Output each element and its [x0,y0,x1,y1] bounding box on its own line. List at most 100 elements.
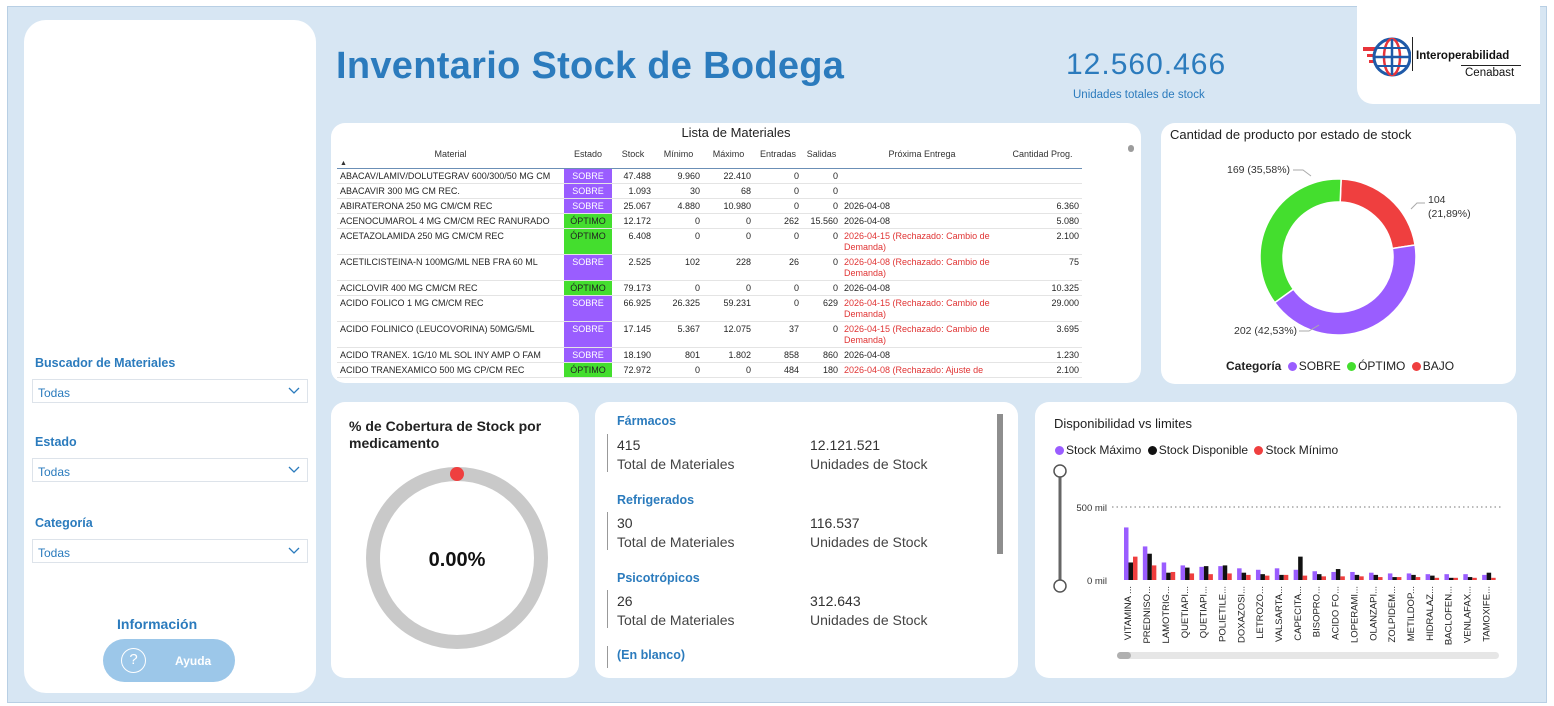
column-header[interactable]: Entradas [754,141,802,169]
table-row[interactable]: ABACAV/LAMIV/DOLUTEGRAV 600/300/50 MG CM… [337,168,1082,184]
kpi-scrollbar[interactable] [997,414,1003,554]
bar-stock-disponible[interactable] [1317,574,1322,580]
table-row[interactable]: ABACAVIR 300 MG CM REC. SOBRE 1.093 30 68 0 0 [337,183,1082,199]
bar-stock-mínimo[interactable] [1434,577,1440,580]
bar-stock-máximo[interactable] [1274,568,1280,580]
bar-stock-disponible[interactable] [1260,574,1265,580]
bar-stock-máximo[interactable] [1293,569,1299,580]
chart-scrollbar-track[interactable] [1117,652,1499,659]
chart-scrollbar-thumb[interactable] [1117,652,1131,659]
bar-stock-mínimo[interactable] [1396,577,1402,580]
bar-stock-mínimo[interactable] [1415,577,1421,580]
bar-stock-mínimo[interactable] [1133,556,1138,580]
bar-stock-mínimo[interactable] [1378,577,1383,580]
legend-item[interactable]: ÓPTIMO [1358,359,1406,373]
bar-stock-máximo[interactable] [1444,574,1449,580]
bar-stock-disponible[interactable] [1467,577,1473,580]
column-header[interactable]: Próxima Entrega [841,141,1003,169]
bar-stock-disponible[interactable] [1147,553,1152,580]
filter-dropdown-materiales[interactable]: Todas [32,379,308,403]
column-header[interactable]: Stock [612,141,654,169]
table-row[interactable]: ACICLOVIR 400 MG CM/CM REC ÓPTIMO 79.173 0 0… [337,280,1082,296]
bar-stock-mínimo[interactable] [1151,565,1157,580]
table-row[interactable]: ACETILCISTEINA-N 100MG/ML NEB FRA 60 ML S… [337,254,1082,281]
column-header[interactable]: Cantidad Prog. [1003,141,1082,169]
bar-stock-mínimo[interactable] [1189,573,1195,580]
bar-stock-máximo[interactable] [1218,566,1223,580]
bar-stock-disponible[interactable] [1392,577,1397,580]
bar-stock-máximo[interactable] [1425,574,1431,580]
slider-handle-icon[interactable] [1053,579,1067,593]
bar-stock-máximo[interactable] [1199,566,1204,580]
legend-item[interactable]: BAJO [1422,359,1455,373]
bar-stock-máximo[interactable] [1350,571,1355,580]
table-row[interactable]: ACIDO TRANEXAMICO 500 MG CP/CM REC ÓPTIMO… [337,362,1082,378]
table-row[interactable]: ACETAZOLAMIDA 250 MG CM/CM REC ÓPTIMO 6.40… [337,228,1082,255]
bar-stock-disponible[interactable] [1241,572,1247,580]
bar-stock-disponible[interactable] [1335,569,1341,580]
column-header[interactable]: Máximo [703,141,754,169]
bar-stock-máximo[interactable] [1463,574,1468,580]
bar-stock-máximo[interactable] [1255,569,1261,580]
bar-stock-mínimo[interactable] [1283,574,1289,580]
table-row[interactable]: ACIDO FOLICO 1 MG CM/CM REC SOBRE 66.925 26… [337,295,1082,322]
column-header[interactable]: ▲ Material [337,141,564,169]
bar-stock-mínimo[interactable] [1208,574,1213,580]
bar-stock-disponible[interactable] [1354,574,1360,580]
bar-stock-disponible[interactable] [1448,577,1454,580]
bar-stock-mínimo[interactable] [1359,576,1364,580]
bar-stock-disponible[interactable] [1185,567,1190,580]
bar-stock-máximo[interactable] [1237,568,1242,580]
bar-stock-disponible[interactable] [1411,574,1416,580]
bar-stock-mínimo[interactable] [1227,573,1232,580]
bar-stock-mínimo[interactable] [1170,571,1176,580]
bar-stock-disponible[interactable] [1128,562,1134,580]
bar-stock-máximo[interactable] [1406,573,1412,580]
legend-item[interactable]: SOBRE [1298,359,1341,373]
legend-item[interactable]: Stock Máximo [1066,443,1142,457]
help-button[interactable]: ? Ayuda [103,639,235,682]
bar-stock-mínimo[interactable] [1321,576,1327,580]
table-row[interactable]: ACIDO FOLINICO (LEUCOVORINA) 50MG/5ML SOB… [337,321,1082,348]
bar-stock-mínimo[interactable] [1302,575,1308,580]
slider-handle-icon[interactable] [1053,464,1067,478]
donut-slice-bajo[interactable] [1339,178,1416,250]
bar-stock-mínimo[interactable] [1340,576,1345,580]
kpi-materials-value: 415 [617,437,641,453]
bar-stock-disponible[interactable] [1373,574,1379,580]
bar-stock-disponible[interactable] [1298,556,1303,580]
filter-dropdown-categoria[interactable]: Todas [32,539,308,563]
table-row[interactable]: ABIRATERONA 250 MG CM/CM REC SOBRE 25.067 4… [337,198,1082,214]
bar-stock-disponible[interactable] [1486,572,1492,580]
bar-stock-máximo[interactable] [1161,562,1167,580]
bar-stock-mínimo[interactable] [1264,575,1270,580]
table-row[interactable]: ACENOCUMAROL 4 MG CM/CM REC RANURADO ÓPTI… [337,213,1082,229]
bar-stock-disponible[interactable] [1430,575,1435,580]
donut-slice-óptimo[interactable] [1259,178,1342,304]
bar-stock-mínimo[interactable] [1453,577,1458,580]
filter-dropdown-estado[interactable]: Todas [32,458,308,482]
bar-stock-máximo[interactable] [1142,546,1148,580]
column-header[interactable]: Mínimo [654,141,703,169]
bar-stock-disponible[interactable] [1166,572,1171,580]
bar-stock-disponible[interactable] [1203,566,1209,580]
bar-stock-mínimo[interactable] [1246,574,1251,580]
column-header[interactable]: Salidas [802,141,841,169]
table-scrollbar[interactable] [1128,145,1134,152]
bar-stock-máximo[interactable] [1180,565,1186,580]
column-header[interactable]: Estado [564,141,612,169]
bar-stock-máximo[interactable] [1331,571,1336,580]
bar-stock-máximo[interactable] [1124,527,1129,580]
legend-item[interactable]: Stock Mínimo [1265,443,1339,457]
bar-stock-disponible[interactable] [1222,565,1228,580]
bar-stock-mínimo[interactable] [1491,577,1496,580]
bar-stock-mínimo[interactable] [1472,577,1477,580]
bar-stock-máximo[interactable] [1387,573,1393,580]
bar-stock-máximo[interactable] [1482,574,1487,580]
donut-slice-sobre[interactable] [1273,244,1417,336]
bar-stock-máximo[interactable] [1312,571,1318,580]
bar-stock-disponible[interactable] [1279,574,1284,580]
table-row[interactable]: ACIDO TRANEX. 1G/10 ML SOL INY AMP O FAM… [337,347,1082,363]
legend-item[interactable]: Stock Disponible [1158,443,1249,457]
bar-stock-máximo[interactable] [1369,572,1374,580]
